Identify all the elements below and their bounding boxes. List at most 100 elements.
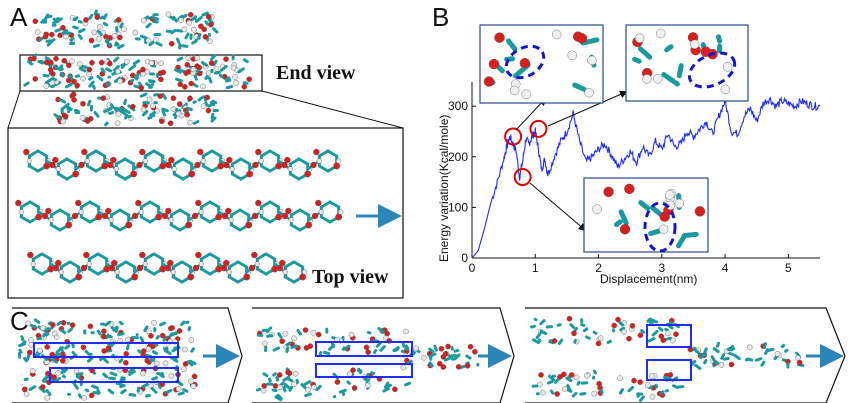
atom xyxy=(204,94,210,101)
atom xyxy=(138,209,144,215)
bond xyxy=(453,348,460,353)
bond xyxy=(318,351,323,356)
atom xyxy=(183,70,189,76)
atom xyxy=(136,264,144,272)
atom xyxy=(488,58,500,70)
bond xyxy=(27,60,34,66)
bond xyxy=(152,149,165,158)
atom xyxy=(191,212,199,220)
atom xyxy=(567,50,577,61)
bond xyxy=(567,375,572,382)
atom xyxy=(72,170,80,178)
atom xyxy=(103,34,109,40)
atom xyxy=(87,323,94,330)
atom xyxy=(151,319,157,326)
bond xyxy=(130,78,135,83)
bond xyxy=(733,354,741,361)
bond xyxy=(105,67,113,73)
atom xyxy=(261,383,267,389)
bond xyxy=(68,260,81,269)
atom xyxy=(291,381,297,387)
atom xyxy=(195,199,202,207)
bond xyxy=(225,78,232,83)
selection-box-3a xyxy=(646,324,692,348)
bond xyxy=(715,34,723,44)
bond xyxy=(73,383,79,390)
bond xyxy=(105,82,111,86)
atom xyxy=(98,59,105,66)
bond xyxy=(638,200,651,211)
bond xyxy=(27,164,40,173)
atom xyxy=(49,161,56,169)
atom xyxy=(246,170,254,178)
inset-3 xyxy=(583,177,709,253)
atom xyxy=(483,76,495,87)
bond xyxy=(201,11,209,17)
bond xyxy=(104,39,112,47)
atom xyxy=(254,261,260,267)
bond xyxy=(363,377,371,382)
bond xyxy=(297,157,310,166)
atom xyxy=(136,161,143,169)
atom xyxy=(198,209,204,215)
bond xyxy=(169,208,182,217)
atom xyxy=(348,331,355,338)
atom xyxy=(107,161,114,169)
atom xyxy=(58,269,64,275)
bond xyxy=(143,149,156,158)
atom xyxy=(568,372,575,378)
atom xyxy=(205,107,212,114)
atom xyxy=(637,332,644,338)
atom xyxy=(117,78,123,84)
bond xyxy=(103,108,111,113)
atom xyxy=(158,118,165,125)
atom xyxy=(131,212,139,220)
bond xyxy=(139,336,145,343)
bond xyxy=(65,157,78,166)
x-tick-label: 2 xyxy=(595,261,602,275)
atom xyxy=(279,259,286,267)
bond xyxy=(212,59,218,67)
panel-c-frame-2 xyxy=(252,307,515,403)
atom xyxy=(159,332,166,339)
bond xyxy=(358,369,363,375)
bond xyxy=(618,209,629,226)
atom xyxy=(165,11,172,18)
atom xyxy=(100,95,107,102)
atom xyxy=(59,358,66,364)
atom xyxy=(121,26,127,33)
bond xyxy=(288,172,301,181)
inset-2 xyxy=(625,24,749,102)
bond xyxy=(40,252,53,261)
atom xyxy=(49,31,55,38)
bond xyxy=(572,82,587,92)
bond xyxy=(59,260,72,269)
atom xyxy=(83,17,89,23)
bond xyxy=(139,200,152,209)
bond xyxy=(315,384,322,392)
bond xyxy=(282,385,287,393)
atom xyxy=(80,75,86,82)
bond xyxy=(88,80,95,88)
bond xyxy=(283,260,296,269)
atom xyxy=(41,212,49,220)
bond xyxy=(208,252,221,261)
bond xyxy=(91,384,99,390)
atom xyxy=(597,335,604,341)
bond xyxy=(102,357,109,364)
bond xyxy=(177,391,185,396)
bond xyxy=(618,388,624,395)
atom xyxy=(509,85,520,96)
bond xyxy=(303,380,312,386)
bond xyxy=(59,71,65,77)
bond xyxy=(210,54,217,61)
atom xyxy=(40,384,46,390)
bond xyxy=(73,108,80,113)
bond xyxy=(272,346,281,352)
bond xyxy=(151,350,159,355)
bond xyxy=(428,352,437,358)
bond xyxy=(141,110,149,117)
bond xyxy=(428,347,435,354)
energy-curve xyxy=(471,96,821,259)
atom xyxy=(195,251,202,259)
